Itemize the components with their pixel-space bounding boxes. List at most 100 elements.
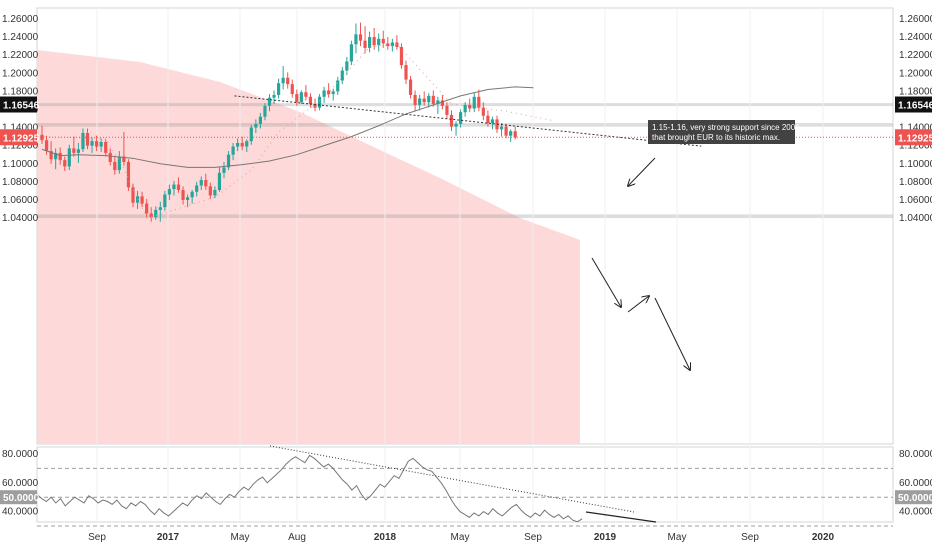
candle-body-70 xyxy=(358,34,363,41)
candle-body-54 xyxy=(286,77,290,85)
candle-body-79 xyxy=(399,47,404,66)
candle-body-76 xyxy=(386,43,390,47)
candle-body-81 xyxy=(408,79,413,95)
candle-body-55 xyxy=(290,84,294,95)
candle-85 xyxy=(427,93,431,108)
y-tick-left-4: 1.18000 xyxy=(2,86,39,97)
candle-body-82 xyxy=(413,94,417,105)
y-tick-left-1: 1.24000 xyxy=(2,32,39,43)
y-tick-right-3: 1.20000 xyxy=(899,68,932,79)
candle-51 xyxy=(272,90,276,105)
candle-46 xyxy=(249,124,253,145)
candle-body-88 xyxy=(440,100,444,106)
candle-65 xyxy=(336,76,340,95)
projection-arrow-0 xyxy=(591,257,621,307)
candle-body-63 xyxy=(327,90,331,95)
candle-body-22 xyxy=(140,196,144,204)
candle-body-86 xyxy=(431,95,435,105)
candle-body-89 xyxy=(445,105,449,115)
candle-44 xyxy=(240,136,244,151)
level-label-left: 1.16546 xyxy=(3,101,40,112)
candle-body-56 xyxy=(295,94,299,103)
candle-body-20 xyxy=(131,187,135,203)
candle-body-8 xyxy=(76,149,80,153)
candle-body-43 xyxy=(236,142,240,147)
candle-body-50 xyxy=(267,97,272,106)
candle-body-29 xyxy=(172,184,176,190)
candle-body-32 xyxy=(186,197,190,200)
dotted-path-2 xyxy=(451,103,552,121)
candle-18 xyxy=(122,132,126,166)
candle-0 xyxy=(40,125,44,144)
x-tick-3: Aug xyxy=(288,532,306,543)
x-tick-9: Sep xyxy=(741,532,759,543)
candle-body-91 xyxy=(454,123,458,127)
rsi-tick-right-1: 60.0000 xyxy=(899,478,932,489)
candle-body-51 xyxy=(272,94,276,98)
candle-body-5 xyxy=(63,160,67,167)
candle-body-15 xyxy=(108,152,112,162)
x-tick-6: Sep xyxy=(524,532,542,543)
candle-41 xyxy=(226,151,231,171)
candle-87 xyxy=(436,96,440,114)
candle-24 xyxy=(149,207,153,222)
candle-body-77 xyxy=(390,42,394,47)
candle-96 xyxy=(477,89,481,112)
candle-104 xyxy=(513,126,517,140)
rsi-tick-left-3: 40.0000 xyxy=(2,507,39,518)
candle-89 xyxy=(445,102,449,119)
candle-body-74 xyxy=(377,38,381,46)
level-label-right: 1.16546 xyxy=(898,101,932,112)
candle-52 xyxy=(277,78,281,99)
candle-body-102 xyxy=(504,126,508,136)
candle-body-68 xyxy=(349,44,353,62)
y-tick-right-10: 1.06000 xyxy=(899,195,932,206)
candle-58 xyxy=(304,85,308,101)
y-tick-right-0: 1.26000 xyxy=(899,14,932,25)
rsi-tick-right-0: 80.0000 xyxy=(899,449,932,460)
x-tick-0: Sep xyxy=(88,532,106,543)
candle-39 xyxy=(217,167,222,192)
candle-64 xyxy=(331,88,335,101)
candle-68 xyxy=(349,40,353,66)
projection-arrow-2 xyxy=(654,297,690,370)
candle-body-84 xyxy=(422,98,426,103)
rsi-tick-left-1: 60.0000 xyxy=(2,478,39,489)
candle-92 xyxy=(459,109,463,128)
candle-56 xyxy=(295,89,299,106)
candle-body-36 xyxy=(204,180,208,187)
y-tick-right-11: 1.04000 xyxy=(899,213,932,224)
candle-body-103 xyxy=(509,131,513,136)
candle-84 xyxy=(422,91,426,106)
candle-47 xyxy=(254,119,258,133)
candle-15 xyxy=(108,148,112,166)
candle-body-67 xyxy=(345,61,349,71)
candle-body-9 xyxy=(81,132,85,150)
candle-19 xyxy=(126,159,131,191)
candle-body-1 xyxy=(44,140,49,152)
candle-body-33 xyxy=(190,191,194,198)
last-price-label-left: 1.12925 xyxy=(3,133,40,144)
candle-7 xyxy=(72,136,76,157)
support-zone-1 xyxy=(37,123,893,127)
candle-82 xyxy=(413,90,417,112)
candle-31 xyxy=(181,186,185,205)
candle-23 xyxy=(145,199,149,219)
candle-3 xyxy=(54,148,58,170)
candle-40 xyxy=(222,161,226,179)
candle-body-93 xyxy=(463,104,467,113)
candle-body-90 xyxy=(449,114,454,127)
candle-body-62 xyxy=(322,90,326,97)
candle-body-73 xyxy=(372,37,376,46)
candle-54 xyxy=(286,72,290,89)
candle-body-75 xyxy=(381,38,385,44)
candle-body-58 xyxy=(304,92,308,97)
candle-body-59 xyxy=(308,96,313,105)
candle-body-48 xyxy=(258,116,262,124)
candle-71 xyxy=(363,26,367,54)
candle-45 xyxy=(245,139,249,152)
level-tag-right xyxy=(895,96,932,113)
candle-83 xyxy=(418,94,422,111)
candle-1 xyxy=(44,135,49,155)
